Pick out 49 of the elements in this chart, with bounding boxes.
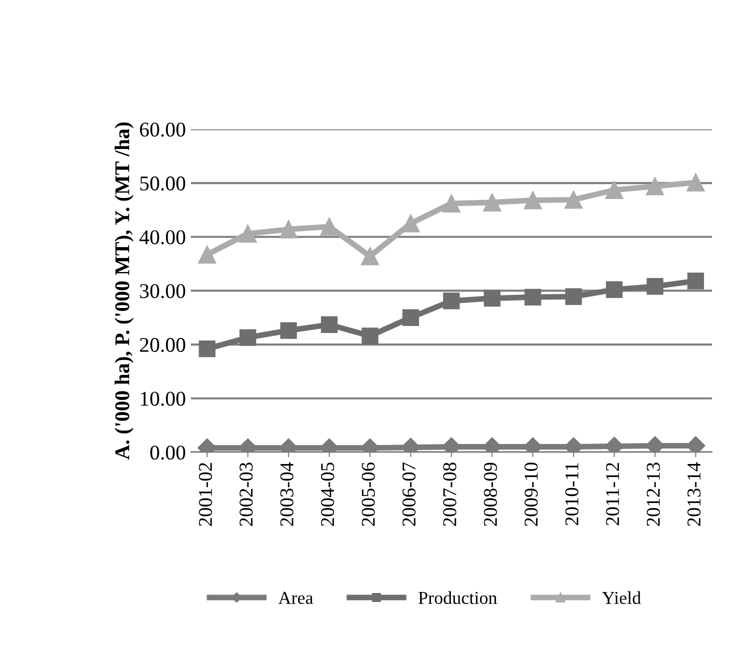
point [360, 247, 380, 266]
point [524, 191, 542, 210]
point [198, 246, 216, 264]
point [646, 177, 664, 196]
point [240, 329, 256, 346]
y-tick-label: 0.00 [150, 446, 186, 460]
x-tick-label: 2003-04 [280, 462, 294, 526]
point [320, 218, 338, 236]
x-tick-label: 2010-11 [565, 463, 578, 526]
point [687, 272, 704, 290]
x-tick-label: 2001-02 [198, 462, 212, 526]
x-tick-label: 2008-09 [484, 462, 497, 526]
legend-label: Area [278, 592, 314, 604]
y-tick-label: 10.00 [140, 392, 186, 406]
point [320, 316, 338, 333]
point [565, 288, 582, 305]
x-tick-label: 2002-03 [240, 462, 253, 526]
y-tick-label: 30.00 [140, 284, 186, 298]
y-tick-label: 60.00 [140, 122, 186, 137]
x-tick-label: 2013-14 [687, 462, 701, 526]
point [280, 220, 298, 238]
point [524, 288, 542, 306]
x-tick-label: 2004-05 [321, 462, 334, 526]
y-axis-title: A. ('000 ha), P. ('000 MT), Y. (MT /ha) [114, 122, 134, 460]
point [362, 328, 378, 344]
x-tick-label: 2012-13 [646, 462, 660, 526]
point [564, 190, 583, 209]
point [402, 309, 420, 326]
point [686, 173, 705, 192]
point [483, 193, 502, 212]
point [605, 181, 624, 200]
point [442, 194, 460, 213]
x-tick-label: 2005-06 [362, 462, 375, 526]
x-tick-label: 2006-07 [402, 462, 416, 526]
x-tick-label: 2007-08 [443, 462, 456, 526]
y-tick-label: 20.00 [140, 338, 186, 352]
point [280, 322, 297, 339]
point [198, 340, 216, 358]
y-tick-label: 50.00 [140, 176, 186, 191]
legend-label: Yield [602, 591, 641, 604]
point [484, 290, 500, 307]
x-tick-label: 2011-12 [606, 462, 620, 526]
point [238, 224, 257, 243]
point [646, 278, 664, 295]
y-tick-label: 40.00 [140, 230, 186, 244]
legend-label: Production [418, 591, 497, 604]
point [606, 281, 623, 298]
x-tick-label: 2009-10 [524, 462, 538, 526]
point [443, 292, 460, 310]
